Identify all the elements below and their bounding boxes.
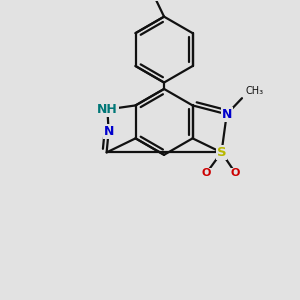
- Text: O: O: [231, 168, 240, 178]
- Text: NH: NH: [97, 103, 118, 116]
- Text: O: O: [202, 168, 211, 178]
- Text: S: S: [217, 146, 226, 159]
- Text: N: N: [221, 108, 232, 121]
- Text: N: N: [103, 125, 114, 138]
- Text: CH₃: CH₃: [245, 86, 263, 96]
